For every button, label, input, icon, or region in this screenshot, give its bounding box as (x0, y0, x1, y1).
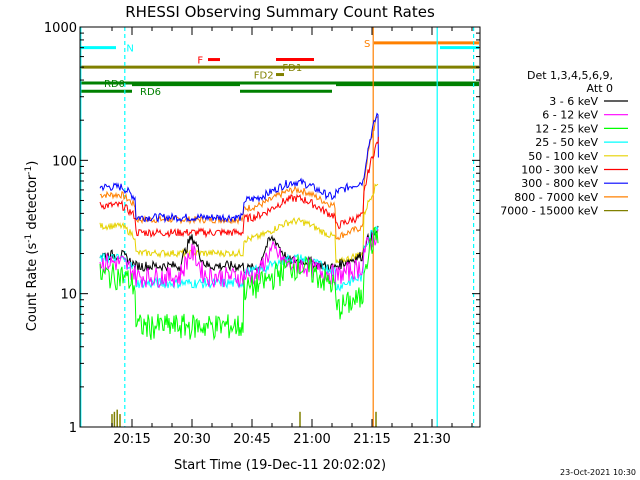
legend-entry: 25 - 50 keV (535, 136, 598, 149)
flag-label: FD2 (254, 71, 274, 82)
x-tick-label: 21:30 (413, 432, 450, 447)
flag-label: S (364, 39, 370, 50)
y-tick-label: 10 (60, 288, 77, 303)
x-tick-label: 21:00 (293, 432, 330, 447)
flag-label: RD0 (104, 79, 125, 90)
chart-title: RHESSI Observing Summary Count Rates (125, 3, 435, 21)
flag-label: FD1 (282, 63, 302, 74)
x-tick-label: 20:15 (113, 432, 150, 447)
series-line (99, 112, 379, 224)
series-line (99, 225, 379, 274)
series-line (99, 226, 379, 341)
legend-entry: 3 - 6 keV (549, 95, 598, 108)
series-line (99, 229, 379, 289)
flag-label: N (126, 44, 133, 55)
y-tick-label: 1 (69, 421, 77, 436)
legend-entry: 50 - 100 keV (528, 150, 598, 163)
legend-entry: 6 - 12 keV (542, 109, 598, 122)
timestamp: 23-Oct-2021 10:30 (560, 468, 636, 477)
series-lines (99, 112, 379, 427)
legend-subtitle: Att 0 (587, 82, 613, 95)
legend-entry: 12 - 25 keV (535, 122, 598, 135)
x-axis-label: Start Time (19-Dec-11 20:02:02) (174, 458, 386, 473)
flag-label: F (197, 56, 203, 67)
legend-title: Det 1,3,4,5,6,9, (527, 69, 613, 82)
y-axis-label: Count Rate (s-1 detector-1) (24, 161, 40, 332)
flag-label: RD6 (140, 87, 161, 98)
axes: 20:15 20:30 20:45 21:00 21:15 21:30 1 10 100 1000 (44, 21, 481, 447)
legend-entry: 100 - 300 keV (521, 164, 598, 177)
series-line (99, 136, 379, 239)
x-tick-label: 21:15 (353, 432, 390, 447)
legend-entry: 800 - 7000 keV (514, 191, 598, 204)
plot-frame (79, 26, 481, 428)
series-line (99, 183, 379, 264)
y-tick-label: 100 (52, 154, 77, 169)
legend-entry: 300 - 800 keV (521, 177, 598, 190)
y-tick-label: 1000 (44, 21, 77, 36)
x-tick-label: 20:45 (233, 432, 270, 447)
x-tick-label: 20:30 (173, 432, 210, 447)
legend-entry: 7000 - 15000 keV (500, 205, 598, 218)
flag-bars: N F FD1 FD2 S RD0 RD6 (80, 39, 479, 98)
